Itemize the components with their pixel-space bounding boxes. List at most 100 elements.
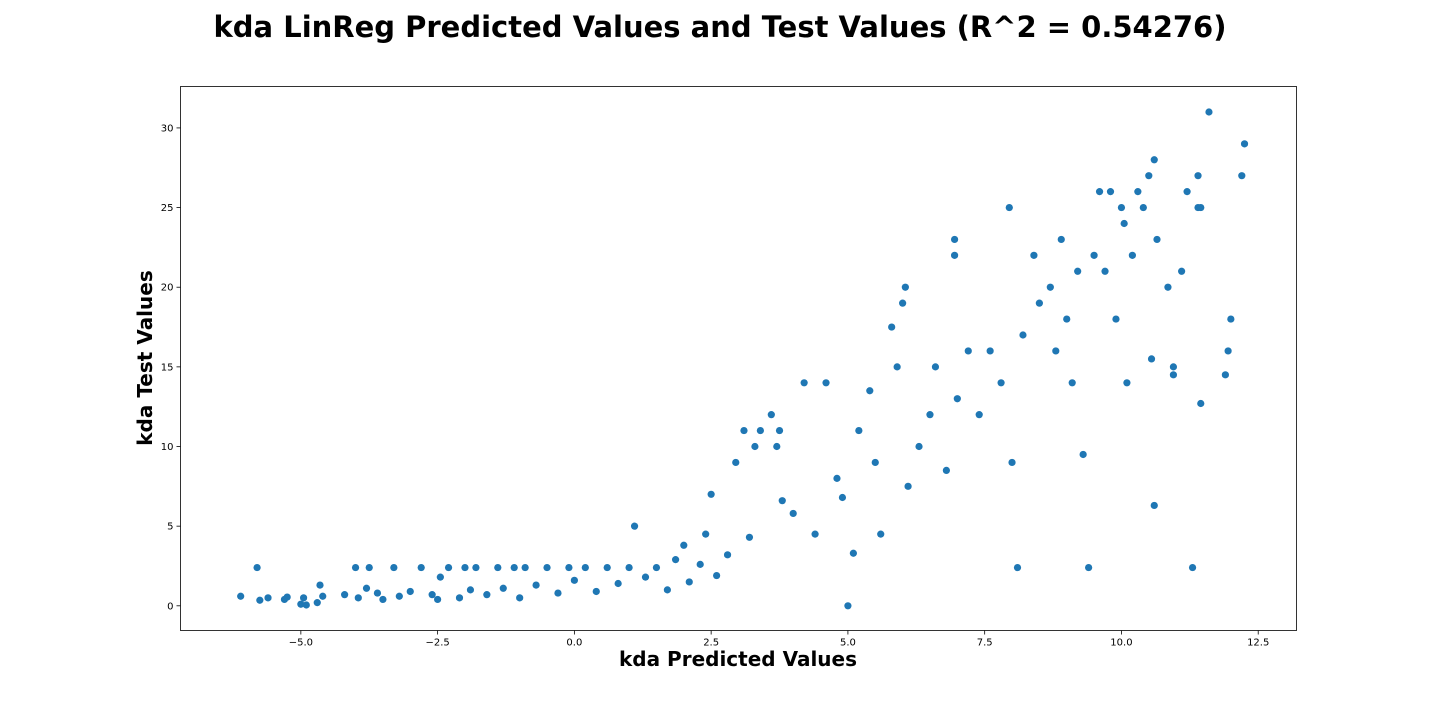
scatter-point	[417, 563, 425, 572]
scatter-point	[1085, 563, 1093, 572]
scatter-point	[395, 592, 403, 600]
scatter-point	[253, 563, 261, 572]
scatter-point	[1013, 563, 1022, 572]
x-tick-label: 0.0	[566, 638, 582, 649]
y-axis: 0 5 10 15 20 25 30	[161, 123, 181, 612]
x-axis: −5.0 −2.5 0.0 2.5 5.0 7.5 10.0 12.5	[289, 630, 1269, 649]
scatter-point	[773, 442, 781, 451]
x-tick-label: 5.0	[840, 638, 856, 649]
y-tick-label: 10	[161, 442, 174, 453]
y-tick-label: 5	[167, 522, 173, 533]
scatter-point	[483, 591, 491, 599]
y-tick-label: 30	[161, 123, 174, 134]
scatter-point	[975, 411, 983, 419]
scatter-point	[1120, 219, 1128, 228]
scatter-point	[1145, 172, 1153, 180]
scatter-point	[888, 323, 896, 331]
scatter-point	[767, 411, 775, 419]
scatter-point	[1090, 251, 1098, 259]
scatter-point	[751, 442, 759, 451]
scatter-point	[516, 594, 524, 602]
scatter-point	[789, 509, 797, 518]
scatter-point	[1238, 172, 1246, 180]
scatter-point	[953, 395, 961, 403]
x-tick-label: −5.0	[289, 638, 313, 649]
scatter-point	[756, 426, 764, 435]
plot-frame	[180, 86, 1297, 631]
scatter-point	[365, 563, 373, 572]
scatter-point	[614, 579, 622, 588]
scatter-point	[436, 573, 444, 581]
scatter-point	[1164, 283, 1172, 291]
scatter-point	[986, 347, 994, 355]
scatter-point	[833, 474, 841, 482]
scatter-point	[1052, 347, 1060, 355]
scatter-point	[1128, 251, 1136, 259]
scatter-point	[237, 592, 245, 600]
scatter-point	[849, 549, 857, 557]
scatter-point	[1194, 172, 1202, 180]
scatter-point	[866, 387, 874, 395]
scatter-point	[926, 411, 934, 419]
scatter-point	[1178, 267, 1186, 275]
scatter-point	[1224, 347, 1232, 355]
chart-title: kda LinReg Predicted Values and Test Val…	[214, 10, 1227, 44]
scatter-point	[844, 602, 852, 610]
scatter-point	[1074, 267, 1082, 275]
scatter-point	[1106, 188, 1115, 196]
scatter-point	[444, 563, 453, 572]
scatter-point	[1079, 450, 1087, 459]
y-tick-label: 20	[161, 283, 174, 294]
scatter-point	[964, 347, 972, 355]
scatter-point	[1035, 299, 1043, 307]
scatter-point	[1134, 188, 1142, 196]
scatter-point	[373, 589, 382, 597]
y-axis-label: kda Test Values	[133, 270, 157, 446]
scatter-point	[904, 482, 912, 490]
scatter-point	[1240, 140, 1249, 148]
scatter-point	[316, 581, 324, 589]
scatter-point	[1057, 235, 1065, 244]
scatter-point	[461, 563, 469, 572]
y-tick-label: 0	[167, 601, 173, 612]
scatter-point	[707, 490, 715, 498]
scatter-point	[778, 497, 786, 505]
scatter-point	[685, 578, 693, 586]
scatter-point	[592, 587, 600, 596]
scatter-point	[570, 576, 578, 584]
scatter-point	[800, 379, 808, 387]
scatter-point	[354, 594, 362, 602]
scatter-point	[521, 563, 529, 572]
scatter-point	[1117, 203, 1126, 212]
scatter-point	[1150, 501, 1158, 510]
scatter-point	[641, 573, 650, 581]
scatter-point	[811, 530, 819, 538]
scatter-point	[745, 533, 754, 541]
scatter-point	[1147, 355, 1156, 363]
scatter-point	[565, 563, 573, 572]
scatter-point	[901, 283, 909, 291]
scatter-point	[1150, 156, 1158, 164]
scatter-point	[1112, 315, 1120, 323]
scatter-point	[950, 235, 959, 244]
y-tick-label: 15	[161, 362, 174, 373]
scatter-point	[1188, 563, 1197, 572]
scatter-point	[341, 591, 349, 599]
scatter-point	[1197, 203, 1205, 212]
scatter-point	[543, 563, 551, 572]
scatter-point	[855, 426, 863, 435]
x-tick-label: −2.5	[425, 638, 449, 649]
scatter-point	[1005, 203, 1013, 212]
scatter-point	[893, 363, 901, 371]
scatter-point	[299, 594, 308, 602]
scatter-point	[554, 589, 562, 597]
y-tick-label: 25	[161, 203, 174, 214]
scatter-point	[871, 458, 879, 467]
scatter-point	[680, 541, 688, 549]
scatter-point	[915, 442, 923, 451]
scatter-point	[472, 563, 480, 572]
scatter-point	[1139, 203, 1147, 212]
scatter-point	[899, 299, 907, 307]
scatter-point	[319, 592, 327, 600]
